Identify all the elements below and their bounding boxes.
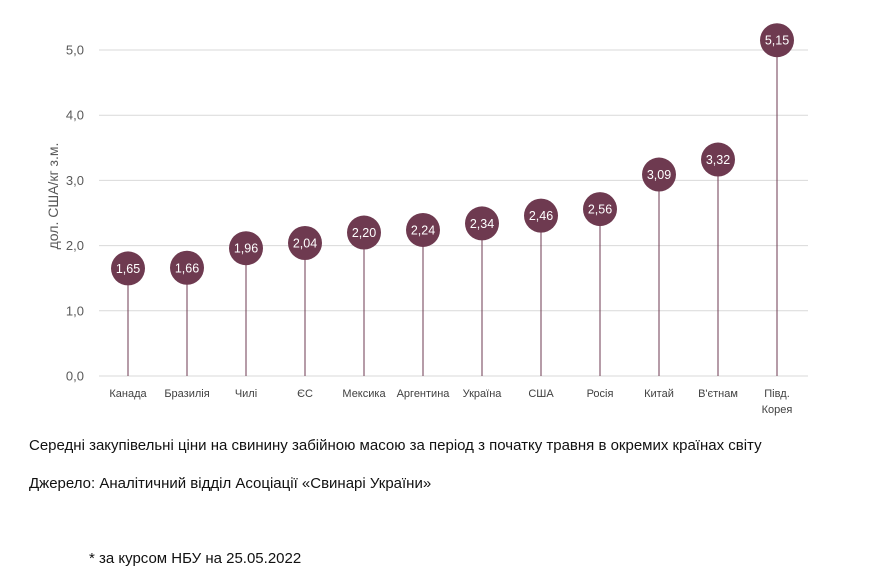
data-value-label: 2,46 [529, 209, 553, 223]
y-tick-label: 4,0 [66, 108, 84, 123]
x-category-label: Росія [587, 388, 614, 400]
lollipop-marker [701, 142, 735, 177]
x-category-label: Бразилія [164, 388, 209, 400]
y-tick-label: 3,0 [66, 173, 84, 188]
stems [127, 40, 778, 376]
data-value-label: 3,09 [647, 168, 671, 182]
data-value-label: 2,24 [411, 223, 435, 237]
lollipop-marker [760, 23, 794, 58]
y-tick-label: 5,0 [66, 43, 84, 58]
x-axis-categories: Канада Бразилія Чилі ЄС Мексика Аргентина Укра… [109, 388, 792, 416]
data-value-label: 3,32 [706, 153, 730, 167]
y-axis-title: дол. США/кг з.м. [45, 143, 61, 250]
y-axis-ticks: 0,0 1,0 2,0 3,0 4,0 5,0 [66, 43, 84, 384]
x-category-label: США [528, 388, 554, 400]
markers: 1,65 1,66 1,96 2,04 2,20 2,24 2,34 2,46 2,56 3,09… [111, 23, 794, 286]
x-category-label: Чилі [235, 388, 257, 400]
x-category-label: Україна [463, 388, 503, 400]
data-value-label: 2,56 [588, 203, 612, 217]
lollipop-marker [288, 225, 322, 260]
lollipop-marker [406, 212, 440, 247]
x-category-label: ЄС [297, 388, 313, 400]
data-value-label: 2,34 [470, 217, 494, 231]
y-tick-label: 1,0 [66, 303, 84, 318]
x-category-label: Аргентина [397, 388, 451, 400]
data-value-label: 1,65 [116, 262, 140, 276]
lollipop-marker [642, 157, 676, 192]
x-category-label: Мексика [342, 388, 386, 400]
y-tick-label: 2,0 [66, 238, 84, 253]
x-category-label: Півд. Корея [762, 388, 793, 416]
gridlines [99, 49, 808, 377]
y-tick-label: 0,0 [66, 369, 84, 384]
lollipop-marker [170, 250, 204, 285]
data-value-label: 2,04 [293, 236, 317, 250]
data-value-label: 1,66 [175, 261, 199, 275]
chart-caption-title: Середні закупівельні ціни на свинину заб… [29, 437, 762, 454]
x-category-label: В'єтнам [698, 388, 738, 400]
lollipop-marker [583, 192, 617, 227]
lollipop-marker [524, 198, 558, 233]
x-category-label: Канада [109, 388, 147, 400]
lollipop-marker [229, 231, 263, 266]
chart-caption-source: Джерело: Аналітичний відділ Асоціації «С… [29, 475, 432, 492]
chart-footnote: * за курсом НБУ на 25.05.2022 [89, 550, 302, 567]
data-value-label: 1,96 [234, 242, 258, 256]
lollipop-marker [465, 206, 499, 241]
x-category-label: Китай [644, 388, 674, 400]
lollipop-marker [347, 215, 381, 250]
data-value-label: 2,20 [352, 226, 376, 240]
lollipop-marker [111, 251, 145, 286]
price-lollipop-chart: 0,0 1,0 2,0 3,0 4,0 5,0 дол. США/кг з.м. 1,65… [45, 23, 808, 416]
data-value-label: 5,15 [765, 34, 789, 48]
